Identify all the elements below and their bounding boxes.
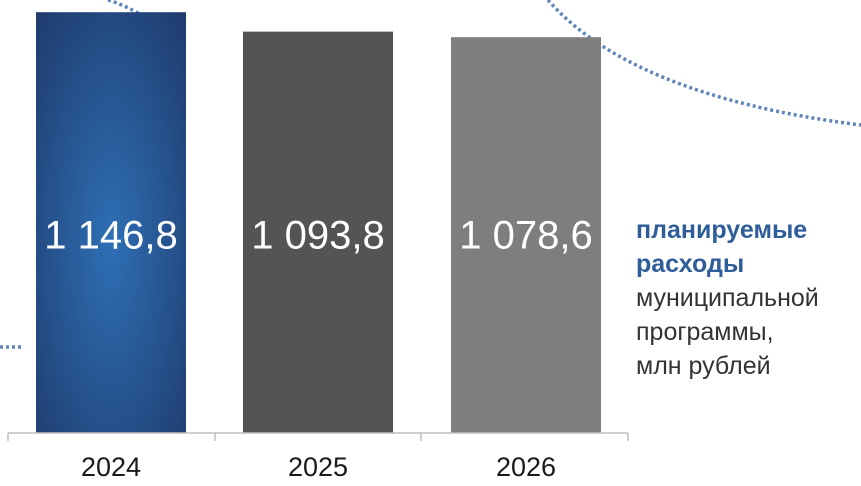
bar-2025 (243, 31, 393, 434)
bar-value-label-2026: 1 078,6 (459, 214, 592, 258)
caption-line-1: муниципальной (636, 284, 819, 312)
x-tick-label-2026: 2026 (496, 452, 556, 482)
caption-line-2: программы, (636, 318, 774, 346)
bars (36, 12, 601, 434)
x-axis (7, 432, 629, 441)
bar-value-labels: 1 146,8 1 093,8 1 078,6 (44, 214, 592, 258)
x-tick-label-2025: 2025 (288, 452, 348, 482)
bar-2024 (36, 12, 186, 434)
x-tick-label-2024: 2024 (81, 452, 141, 482)
caption-line-3: млн рублей (636, 352, 771, 380)
bar-2026 (451, 37, 601, 433)
x-tick-labels: 2024 2025 2026 (81, 452, 556, 482)
chart-caption: планируемые расходы муниципальной програ… (636, 213, 861, 383)
dotted-curve-right (546, 0, 861, 127)
bar-value-label-2025: 1 093,8 (251, 214, 384, 258)
caption-strong-line-1: планируемые (636, 216, 808, 244)
bar-value-label-2024: 1 146,8 (44, 214, 177, 258)
caption-strong-line-2: расходы (636, 250, 745, 278)
